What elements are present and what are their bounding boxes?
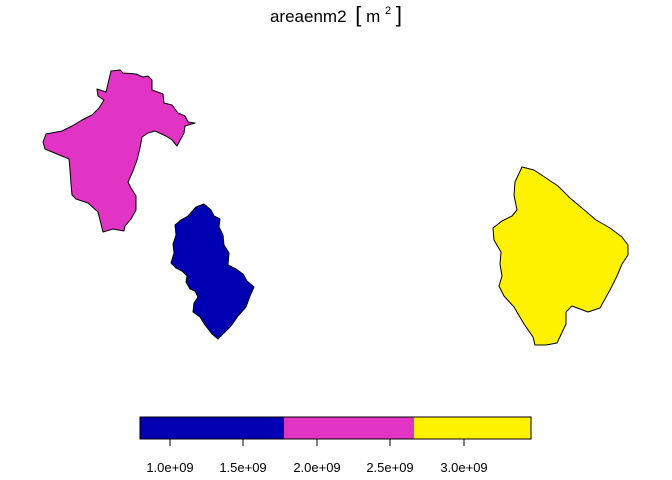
- legend-ticks: [169, 439, 465, 446]
- legend-frame: [139, 416, 532, 440]
- legend-segment-2: [284, 417, 414, 439]
- title-base: areaenm2: [270, 7, 347, 26]
- legend-tick-label-4: 2.5e+09: [366, 460, 413, 475]
- color-legend: 1.0e+09 1.5e+09 2.0e+09 2.5e+09 3.0e+09: [139, 416, 532, 475]
- legend-tick-label-5: 3.0e+09: [440, 460, 487, 475]
- title-unit-close: ]: [396, 2, 402, 27]
- map-regions: [42, 69, 629, 346]
- legend-segment-1: [140, 417, 284, 439]
- central-region: [170, 203, 255, 340]
- north-west-region: [42, 69, 196, 233]
- map-title: areaenm2 [ m 2 ]: [270, 0, 402, 27]
- legend-segment-3: [414, 417, 531, 439]
- legend-tick-label-3: 2.0e+09: [293, 460, 340, 475]
- legend-tick-label-1: 1.0e+09: [146, 460, 193, 475]
- title-unit-open: [: [355, 2, 361, 27]
- east-region: [492, 166, 629, 346]
- title-unit-exp: 2: [385, 5, 391, 17]
- title-unit-base: m: [366, 7, 380, 26]
- legend-tick-label-2: 1.5e+09: [219, 460, 266, 475]
